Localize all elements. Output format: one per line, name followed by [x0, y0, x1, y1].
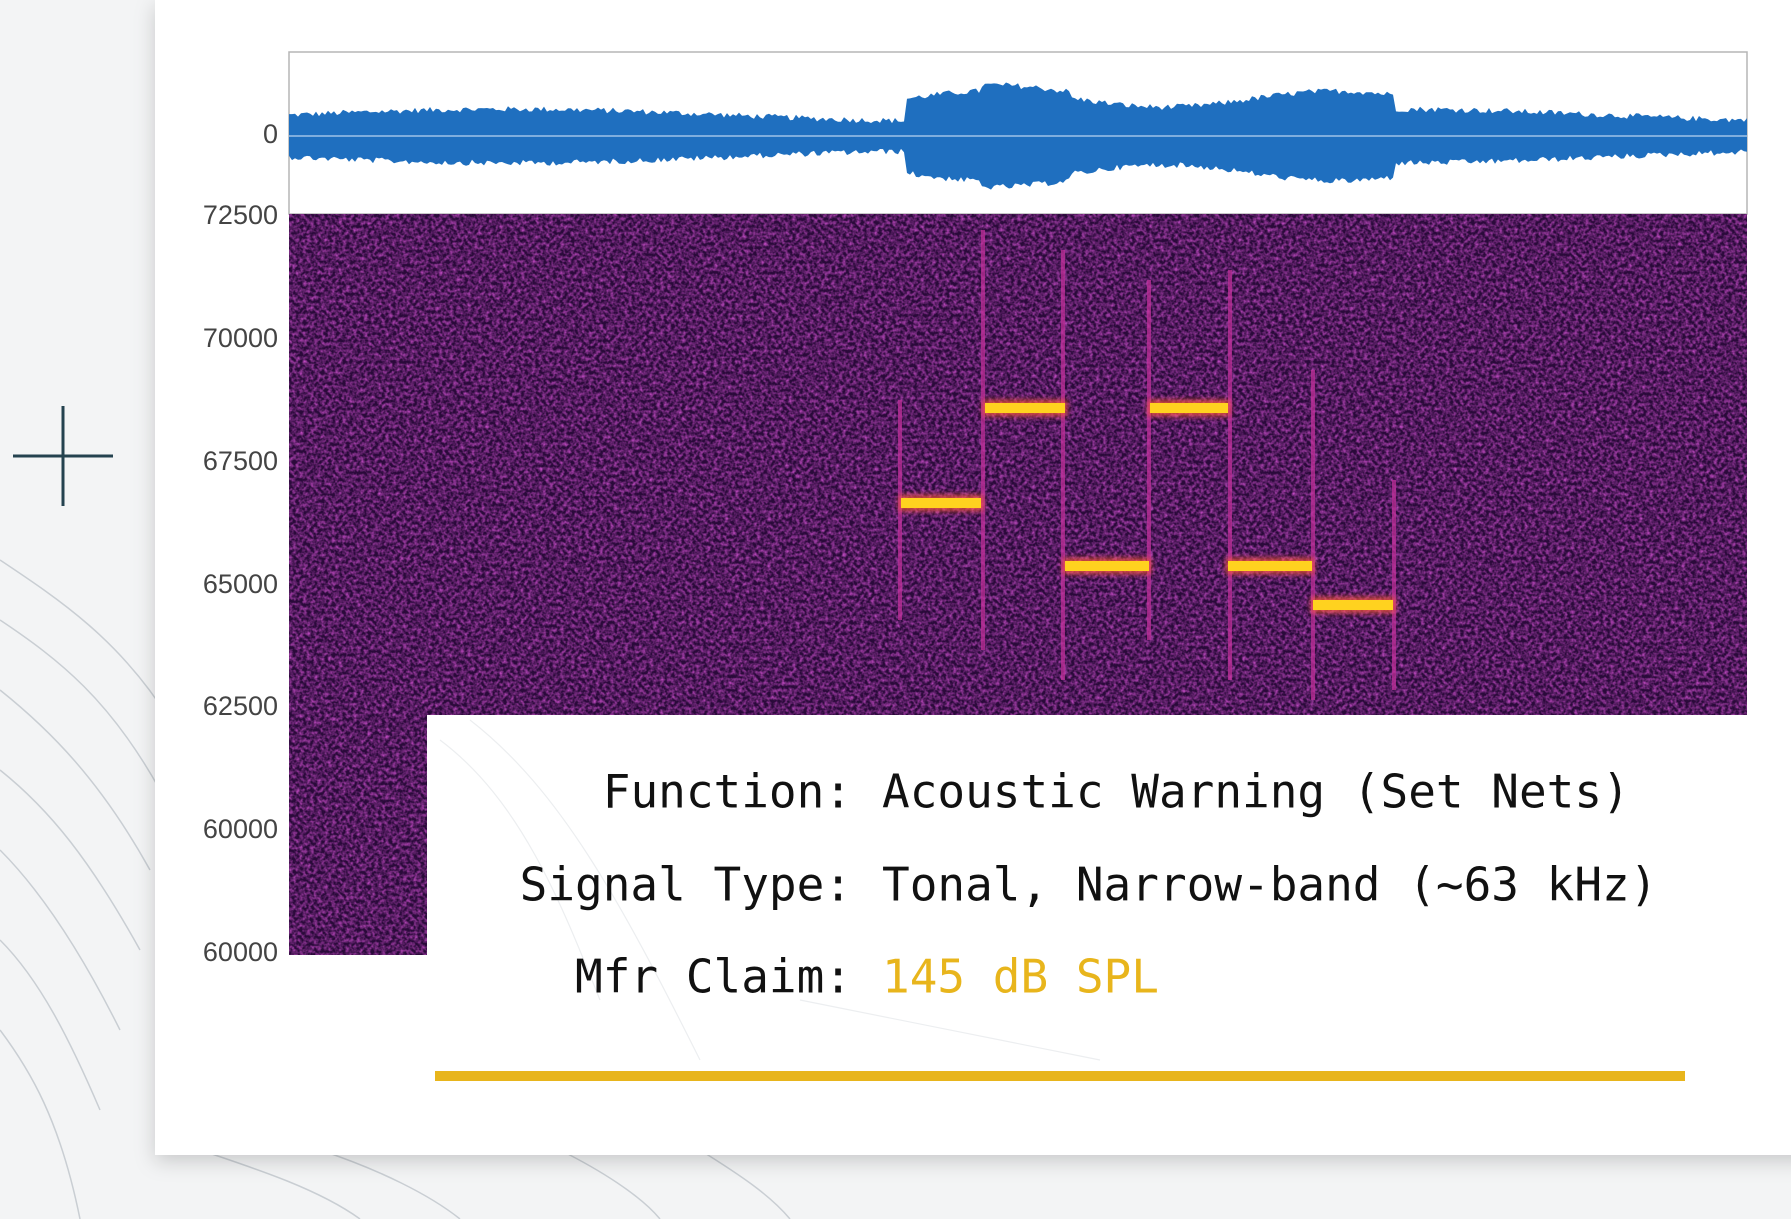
card-value: Acoustic Warning (Set Nets) — [882, 765, 1630, 819]
card-label: Function: — [603, 765, 852, 819]
info-card: Function: Acoustic Warning (Set Nets) Si… — [427, 715, 1750, 1095]
spectrogram-y-label: 60000 — [203, 937, 278, 967]
card-value: 145 dB SPL — [882, 950, 1159, 1004]
spectrogram-y-label: 70000 — [203, 323, 278, 353]
accent-bar — [435, 1071, 1685, 1081]
card-label: Signal Type: — [520, 858, 852, 912]
spectrogram-y-label: 60000 — [203, 814, 278, 844]
page: 0 72500 — [0, 0, 1791, 1219]
waveform-y-label: 0 — [263, 119, 278, 149]
card-value: Tonal, Narrow-band (~63 kHz) — [882, 858, 1657, 912]
spectrogram-y-label: 72500 — [203, 200, 278, 230]
spectrogram-y-label: 65000 — [203, 569, 278, 599]
spectrogram-y-label: 62500 — [203, 691, 278, 721]
card-label: Mfr Claim: — [575, 950, 852, 1004]
crosshair-icon — [13, 406, 113, 506]
spectrogram-y-label: 67500 — [203, 446, 278, 476]
